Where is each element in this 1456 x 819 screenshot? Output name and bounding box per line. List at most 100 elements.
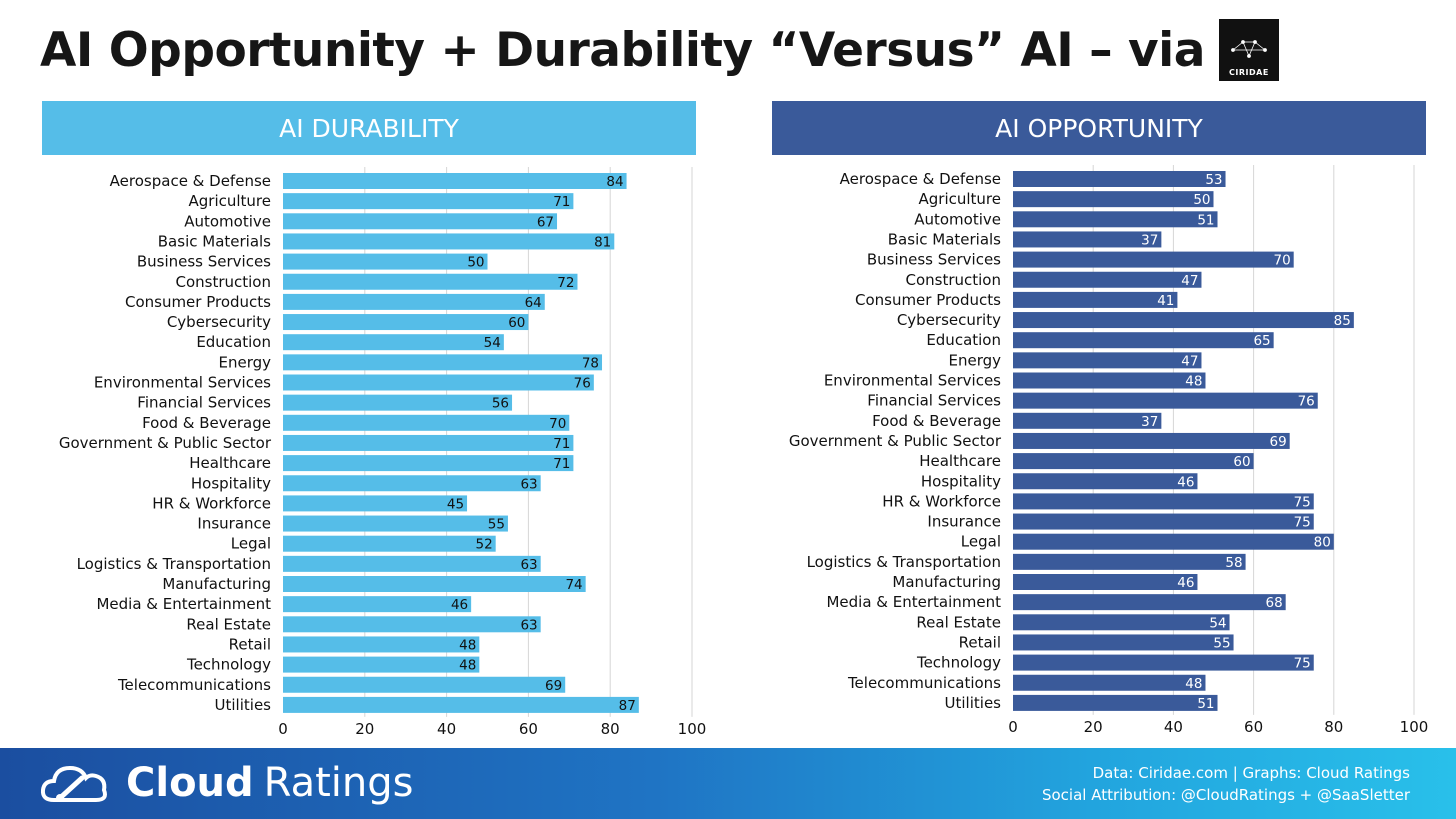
footer-banner: Cloud Ratings Data: Ciridae.com | Graphs…	[0, 748, 1456, 819]
bar	[283, 374, 594, 391]
value-label: 69	[1270, 434, 1287, 450]
value-label: 71	[553, 194, 570, 210]
x-tick-label: 60	[1244, 718, 1263, 736]
category-label: Financial Services	[867, 392, 1001, 410]
category-label: Education	[196, 333, 271, 351]
bar	[283, 676, 566, 693]
value-label: 74	[565, 577, 582, 593]
bar	[283, 656, 480, 673]
value-label: 48	[459, 658, 476, 674]
bar	[1013, 432, 1290, 449]
bar	[283, 596, 472, 613]
category-label: Government & Public Sector	[789, 432, 1002, 450]
value-label: 76	[1298, 394, 1315, 410]
logo-text: CIRIDAE	[1229, 68, 1269, 77]
category-label: Energy	[948, 351, 1001, 369]
value-label: 78	[582, 355, 599, 371]
value-label: 51	[1197, 212, 1214, 228]
bar	[1013, 533, 1334, 550]
bar	[1013, 191, 1214, 208]
category-label: Automotive	[914, 210, 1001, 228]
bar	[283, 213, 558, 230]
value-label: 75	[1294, 494, 1311, 510]
bar	[1013, 574, 1198, 590]
value-label: 70	[1274, 253, 1291, 269]
value-label: 51	[1197, 696, 1214, 712]
bar	[283, 193, 574, 210]
value-label: 63	[520, 617, 537, 633]
credit-line-1: Data: Ciridae.com | Graphs: Cloud Rating…	[1092, 764, 1410, 782]
value-label: 48	[1185, 374, 1202, 390]
x-tick-label: 40	[437, 720, 456, 738]
brand-cloud: Cloud	[126, 760, 254, 806]
category-label: Education	[926, 331, 1001, 349]
value-label: 80	[1314, 535, 1331, 551]
durability-header: AI DURABILITY	[42, 101, 696, 155]
bar	[283, 334, 504, 351]
value-label: 60	[508, 315, 525, 331]
category-label: Construction	[905, 271, 1001, 289]
value-label: 37	[1141, 414, 1158, 430]
bar	[1013, 332, 1274, 349]
bar	[1013, 594, 1286, 611]
bar	[283, 515, 508, 532]
value-label: 85	[1334, 313, 1351, 329]
category-label: Basic Materials	[888, 230, 1001, 248]
x-tick-label: 100	[678, 720, 707, 738]
x-tick-label: 0	[278, 720, 288, 738]
category-label: Manufacturing	[162, 575, 271, 593]
value-label: 41	[1157, 293, 1174, 309]
bar	[283, 293, 545, 310]
bar	[283, 475, 541, 492]
value-label: 72	[557, 275, 574, 291]
category-label: Basic Materials	[158, 232, 271, 250]
bar	[1013, 372, 1206, 389]
category-label: Retail	[229, 635, 271, 653]
category-label: Legal	[961, 533, 1001, 551]
category-label: Logistics & Transportation	[807, 553, 1001, 571]
value-label: 63	[520, 557, 537, 573]
opportunity-chart: Aerospace & Defense 53 Agriculture 50 Automo…	[789, 165, 1429, 736]
category-label: Technology	[916, 654, 1001, 672]
category-label: Food & Beverage	[872, 412, 1001, 430]
bar	[283, 555, 541, 572]
category-label: Environmental Services	[824, 372, 1001, 390]
bar	[1013, 412, 1162, 429]
title-bar: AI Opportunity + Durability “Versus” AI …	[40, 18, 1279, 82]
value-label: 69	[545, 678, 562, 694]
bar	[283, 535, 496, 552]
bar	[1013, 453, 1254, 470]
brand-ratings: Ratings	[263, 760, 414, 806]
category-label: Aerospace & Defense	[840, 170, 1001, 188]
durability-chart: Aerospace & Defense 84 Agriculture 71 Automo…	[59, 167, 707, 738]
bar	[1013, 553, 1246, 570]
value-label: 64	[525, 295, 542, 311]
category-label: Hospitality	[191, 474, 271, 492]
category-label: Agriculture	[919, 190, 1002, 208]
bar	[283, 233, 615, 250]
value-label: 47	[1181, 273, 1198, 289]
category-label: Government & Public Sector	[59, 434, 272, 452]
bar	[1013, 493, 1314, 510]
x-tick-label: 60	[519, 720, 538, 738]
value-label: 46	[1177, 474, 1194, 490]
category-label: Energy	[218, 353, 271, 371]
category-label: Agriculture	[189, 192, 272, 210]
bar	[283, 253, 488, 270]
category-label: HR & Workforce	[152, 494, 271, 512]
value-label: 55	[1213, 635, 1230, 651]
value-label: 76	[574, 376, 591, 392]
value-label: 67	[537, 214, 554, 230]
x-tick-label: 100	[1400, 718, 1429, 736]
credit-line-2: Social Attribution: @CloudRatings + @Saa…	[1041, 786, 1410, 804]
category-label: Business Services	[137, 253, 271, 271]
category-label: Aerospace & Defense	[110, 172, 271, 190]
category-label: Healthcare	[189, 454, 271, 472]
bar	[283, 636, 480, 653]
bar	[283, 576, 586, 592]
value-label: 48	[1185, 676, 1202, 692]
value-label: 48	[459, 637, 476, 653]
bar	[283, 314, 529, 331]
x-tick-label: 20	[355, 720, 374, 738]
category-label: Manufacturing	[892, 573, 1001, 591]
